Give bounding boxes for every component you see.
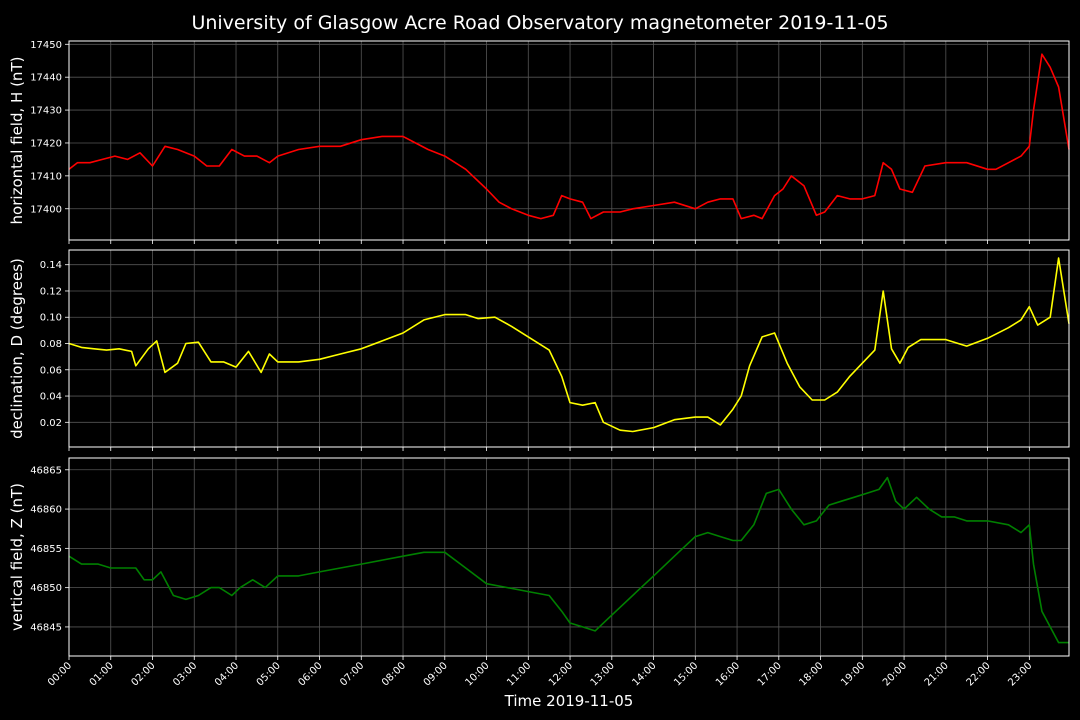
x-tick-label: 22:00 [965, 660, 993, 688]
x-tick-label: 02:00 [129, 660, 157, 688]
chart-title: University of Glasgow Acre Road Observat… [191, 12, 888, 34]
plot-area [69, 250, 1069, 447]
x-tick-label: 20:00 [881, 660, 909, 688]
y-tick-label: 46850 [30, 583, 62, 594]
y-axis-label: declination, D (degrees) [8, 258, 26, 439]
x-tick-label: 09:00 [422, 660, 450, 688]
plot-area [69, 41, 1069, 240]
x-tick-label: 21:00 [923, 660, 951, 688]
y-tick-label: 0.10 [40, 313, 62, 324]
x-tick-label: 23:00 [1006, 660, 1034, 688]
y-tick-label: 46845 [30, 622, 62, 633]
x-tick-label: 07:00 [338, 660, 366, 688]
x-tick-label: 10:00 [463, 660, 491, 688]
y-tick-label: 0.06 [40, 365, 62, 376]
x-tick-label: 18:00 [798, 660, 826, 688]
x-axis-label: Time 2019-11-05 [504, 692, 634, 710]
y-tick-label: 46855 [30, 544, 62, 555]
series-line-h [68, 53, 1070, 220]
x-tick-label: 06:00 [296, 660, 324, 688]
x-tick-label: 08:00 [380, 660, 408, 688]
panels-group: 17400 17410 17420 17430 17440 17450 horizontal… [8, 40, 1070, 689]
y-tick-label: 0.04 [40, 392, 62, 403]
x-tick-label: 00:00 [46, 660, 74, 688]
plot-frame [68, 457, 1070, 657]
x-tick-label: 01:00 [88, 660, 116, 688]
x-tick-label: 12:00 [547, 660, 575, 688]
panel-z: 00:00 01:00 02:00 03:00 04:00 05:00 06:00 07:00… [8, 457, 1070, 689]
x-tick-label: 19:00 [839, 660, 867, 688]
y-tick-label: 0.14 [40, 260, 62, 271]
y-tick-label: 46860 [30, 505, 62, 516]
x-tick-label: 13:00 [589, 660, 617, 688]
y-tick-label: 17410 [30, 171, 62, 182]
panel-d: 0.02 0.04 0.06 0.08 0.10 0.12 0.14 declination,… [8, 249, 1070, 451]
y-tick-label: 17420 [30, 138, 62, 149]
y-tick-label: 46865 [30, 465, 62, 476]
panel-h: 17400 17410 17420 17430 17440 17450 horizontal… [8, 40, 1070, 244]
series-line-z [68, 476, 1069, 644]
y-tick-label: 0.08 [40, 339, 62, 350]
x-tick-label: 14:00 [631, 660, 659, 688]
y-tick-label: 0.02 [40, 418, 62, 429]
series-line-d [68, 257, 1070, 433]
plot-frame [68, 40, 1070, 241]
x-tick-label: 15:00 [672, 660, 700, 688]
y-tick-label: 17430 [30, 106, 62, 117]
plot-area [69, 458, 1069, 656]
x-tick-label: 11:00 [505, 660, 533, 688]
x-tick-label: 16:00 [714, 660, 742, 688]
y-axis-label: vertical field, Z (nT) [8, 483, 26, 631]
y-axis-label: horizontal field, H (nT) [8, 57, 26, 225]
y-tick-label: 17400 [30, 204, 62, 215]
y-tick-label: 17440 [30, 73, 62, 84]
y-tick-label: 17450 [30, 40, 62, 51]
x-tick-label: 04:00 [213, 660, 241, 688]
x-tick-label: 05:00 [255, 660, 283, 688]
x-tick-label: 03:00 [171, 660, 199, 688]
plot-frame [68, 249, 1070, 448]
x-tick-label: 17:00 [756, 660, 784, 688]
y-tick-label: 0.12 [40, 286, 62, 297]
